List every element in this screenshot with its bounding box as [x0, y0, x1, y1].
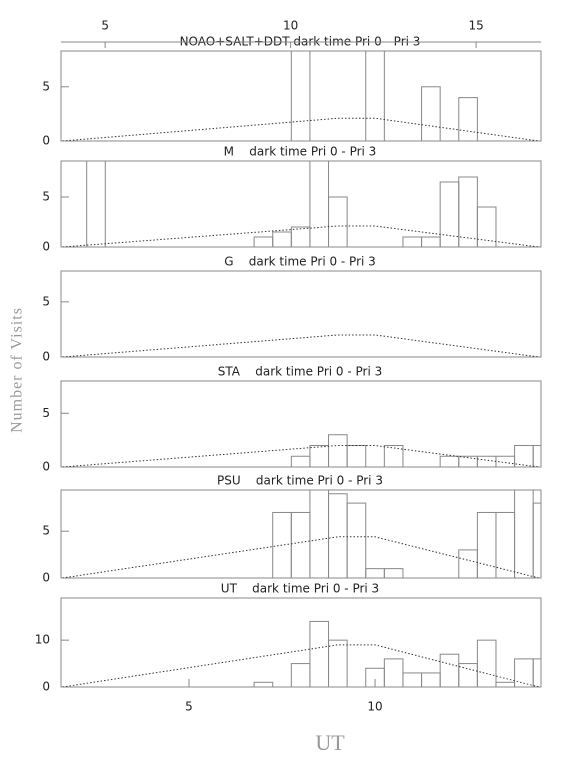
y-tick-label: 0 [42, 460, 50, 474]
plot-area [62, 490, 541, 578]
frame [60, 160, 542, 248]
y-tick-label: 5 [42, 524, 50, 538]
bar [421, 86, 441, 141]
bar [309, 161, 330, 247]
bar [421, 672, 441, 687]
frame [60, 270, 542, 358]
x-tick-label: 5 [185, 700, 193, 714]
bar [253, 236, 274, 247]
bar [495, 511, 516, 578]
y-tick-label: 5 [42, 79, 50, 93]
bar [272, 231, 292, 247]
y-tick-label: 0 [42, 134, 50, 148]
y-axis-label: Number of Visits [9, 307, 26, 433]
bar [532, 502, 541, 578]
bar [290, 226, 311, 247]
bar [532, 445, 541, 467]
frame [60, 380, 542, 468]
bar [290, 663, 311, 687]
bar [86, 161, 106, 247]
bar [346, 502, 367, 578]
bar [476, 206, 497, 247]
model-line [62, 536, 539, 578]
bar [309, 620, 330, 687]
bar [476, 639, 497, 687]
y-tick-label: 5 [42, 294, 50, 308]
top-tick-label: 5 [101, 19, 109, 33]
model-line [62, 117, 539, 141]
bar [476, 511, 497, 578]
bar [514, 445, 534, 467]
frame [60, 489, 542, 579]
bar [458, 663, 478, 687]
model-line [62, 334, 539, 357]
panel-title: UT dark time Pri 0 - Pri 3 [221, 582, 379, 596]
plot-area [62, 434, 541, 467]
bar [365, 568, 385, 578]
bar [346, 445, 367, 467]
bar [439, 455, 460, 467]
panel-title: G dark time Pri 0 - Pri 3 [224, 255, 376, 269]
bar [439, 653, 460, 687]
panel-title: M dark time Pri 0 - Pri 3 [224, 145, 377, 159]
bar [458, 176, 478, 247]
plot-area [62, 334, 539, 357]
frame [60, 597, 542, 688]
bar [402, 236, 423, 247]
bar [383, 658, 404, 687]
bar [328, 639, 348, 687]
plot-area [62, 161, 539, 247]
bar [309, 490, 330, 578]
top-tick-label: 10 [283, 19, 298, 33]
model-line [62, 445, 539, 467]
bar [476, 455, 497, 467]
x-tick-label: 10 [367, 700, 382, 714]
top-tick-label: 15 [468, 19, 483, 33]
bar [383, 445, 404, 467]
bar [514, 490, 534, 578]
bar [309, 445, 330, 467]
panel-title: PSU dark time Pri 0 - Pri 3 [217, 474, 383, 488]
x-axis-label: UT [315, 730, 345, 755]
bar [290, 455, 311, 467]
y-tick-label: 0 [42, 240, 50, 254]
panel-title: STA dark time Pri 0 - Pri 3 [218, 365, 383, 379]
bar [328, 434, 348, 467]
bar [328, 196, 348, 247]
bar [290, 51, 311, 141]
y-tick-label: 10 [35, 633, 50, 647]
frame [60, 50, 542, 142]
bar [421, 236, 441, 247]
bar [253, 681, 274, 687]
y-tick-label: 5 [42, 406, 50, 420]
bar [495, 681, 516, 687]
bar [328, 493, 348, 578]
bar [383, 568, 404, 578]
bar [439, 181, 460, 247]
bar [365, 51, 385, 141]
bar [532, 658, 541, 687]
plot-area [62, 620, 541, 687]
bar [290, 511, 311, 578]
model-line [62, 225, 539, 247]
model-line [62, 644, 539, 687]
plot-area [62, 51, 539, 141]
y-tick-label: 0 [42, 350, 50, 364]
y-tick-label: 0 [42, 571, 50, 585]
y-tick-label: 0 [42, 680, 50, 694]
bar [458, 549, 478, 578]
bar [402, 672, 423, 687]
bar [458, 97, 478, 141]
y-tick-label: 5 [42, 190, 50, 204]
